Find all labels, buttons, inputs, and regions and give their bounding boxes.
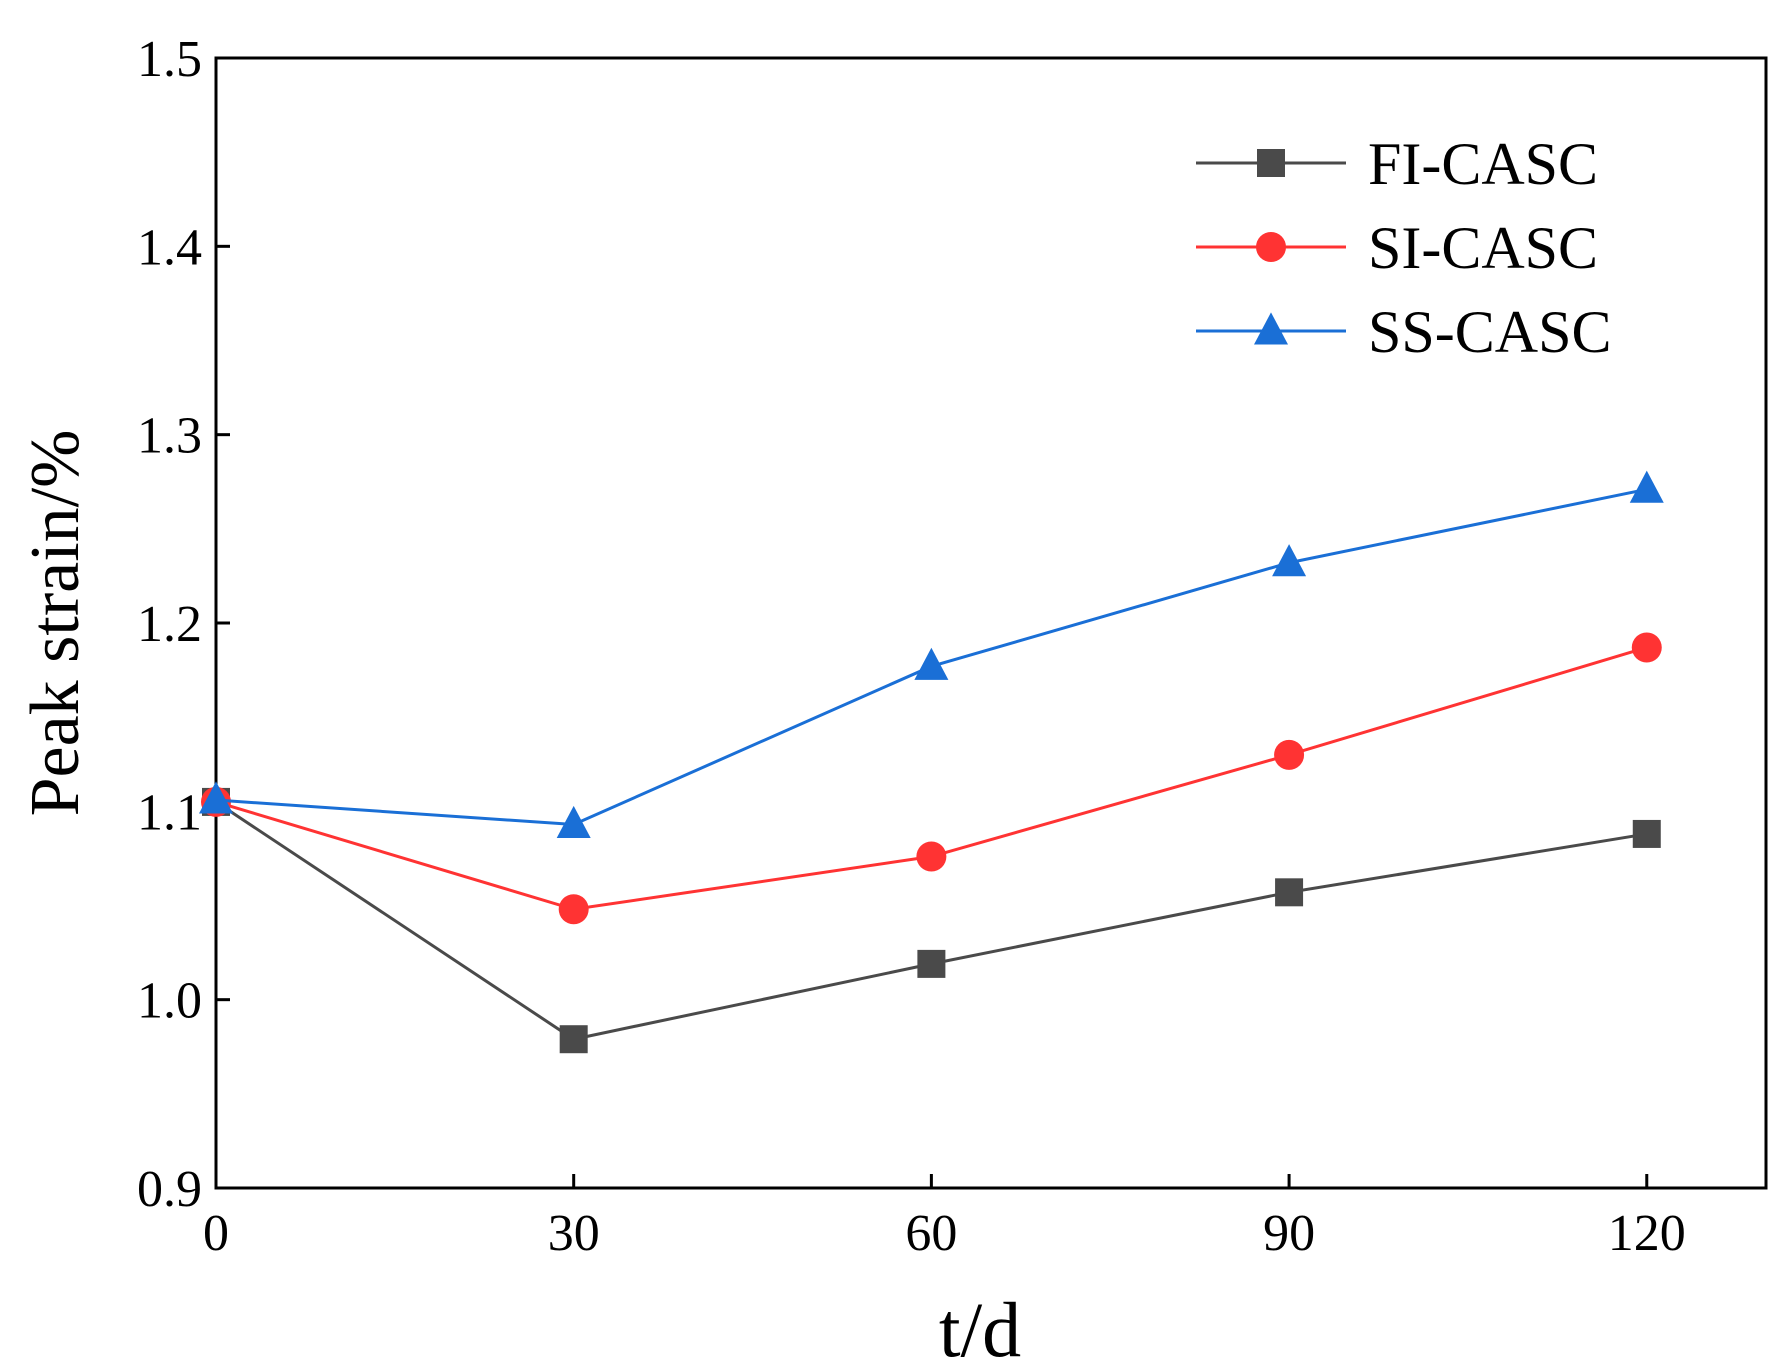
data-point-si-casc xyxy=(558,894,589,925)
series-line-fi-casc xyxy=(215,800,1648,1041)
data-point-si-casc xyxy=(916,841,947,872)
legend: FI-CASC SI-CASC SS-CASC xyxy=(1196,131,1611,365)
data-point-ss-casc xyxy=(1629,470,1664,503)
series-layer xyxy=(199,470,1664,1054)
data-point-ss-casc xyxy=(556,805,591,839)
data-point-ss-casc xyxy=(1272,544,1307,577)
legend-label-fi-casc: FI-CASC xyxy=(1368,131,1598,197)
x-tick-label: 120 xyxy=(1608,1205,1686,1262)
y-tick-label: 1.2 xyxy=(137,596,202,653)
y-tick-label: 1.0 xyxy=(137,973,202,1030)
legend-marker-fi-casc xyxy=(1257,149,1285,177)
data-point-fi-casc xyxy=(1275,878,1304,907)
legend-label-ss-casc: SS-CASC xyxy=(1368,299,1611,365)
x-tick-label: 30 xyxy=(548,1205,600,1262)
y-axis-title: Peak strain/% xyxy=(17,430,94,817)
y-tick-label: 0.9 xyxy=(137,1161,202,1218)
data-point-fi-casc xyxy=(1632,819,1661,848)
data-point-ss-casc xyxy=(914,647,949,680)
legend-marker-ss-casc xyxy=(1254,312,1288,345)
x-tick-label: 90 xyxy=(1263,1205,1315,1262)
legend-marker-si-casc xyxy=(1256,232,1286,262)
legend-label-si-casc: SI-CASC xyxy=(1368,215,1598,281)
x-axis-title: t/d xyxy=(939,1286,1021,1371)
y-axis-ticks: 0.9 1.0 1.1 1.2 1.3 1.4 1.5 xyxy=(137,31,230,1218)
y-tick-label: 1.1 xyxy=(137,784,202,841)
y-tick-label: 1.5 xyxy=(137,31,202,88)
x-tick-label: 60 xyxy=(905,1205,957,1262)
y-tick-label: 1.4 xyxy=(137,219,202,276)
x-axis-ticks: 0 30 60 90 120 xyxy=(203,1174,1686,1262)
data-point-fi-casc xyxy=(917,949,946,978)
data-point-si-casc xyxy=(1631,632,1662,663)
y-tick-label: 1.3 xyxy=(137,408,202,465)
data-point-fi-casc xyxy=(559,1025,588,1054)
data-point-si-casc xyxy=(1274,739,1305,770)
x-tick-label: 0 xyxy=(203,1205,229,1262)
data-point-ss-casc xyxy=(199,781,233,814)
